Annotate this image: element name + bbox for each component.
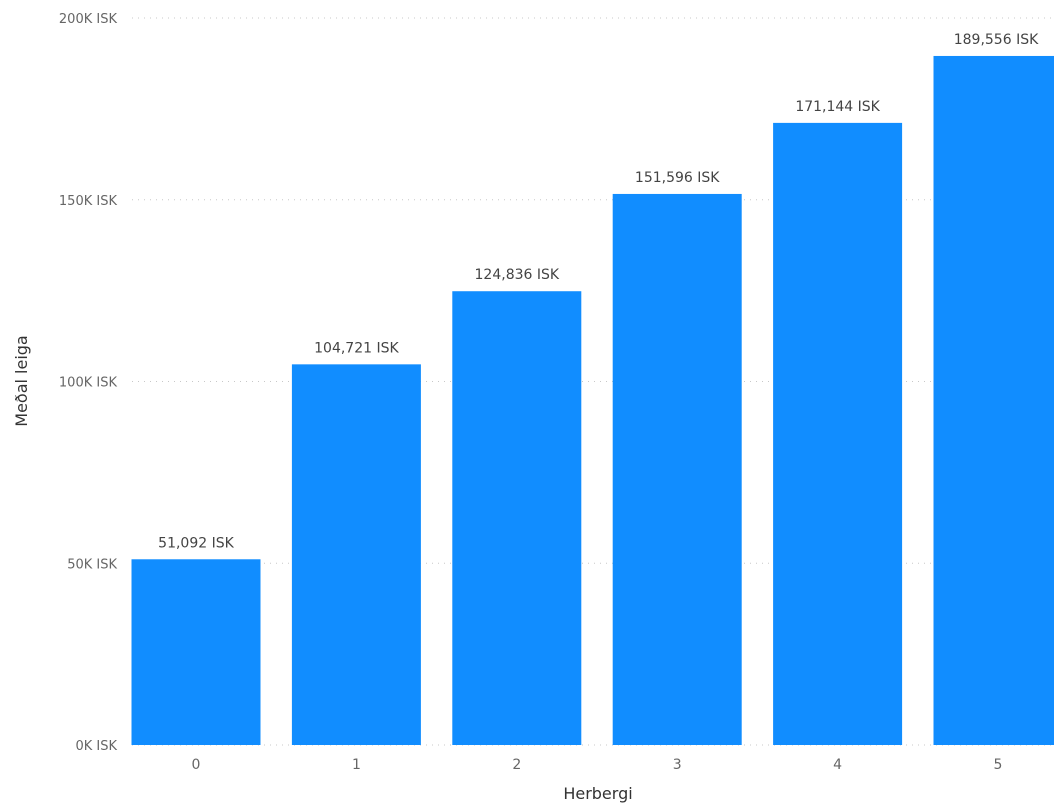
data-label: 189,556 ISK: [954, 32, 1039, 48]
data-label: 104,721 ISK: [314, 340, 399, 356]
bar[interactable]: [131, 559, 261, 745]
y-axis-ticks: 0K ISK 50K ISK 100K ISK 150K ISK 200K ISK: [59, 12, 118, 754]
gridlines: [132, 17, 1054, 746]
data-labels: 51,092 ISK 104,721 ISK 124,836 ISK 151,596 …: [158, 32, 1039, 551]
x-tick-label: 1: [352, 757, 361, 773]
bar[interactable]: [452, 291, 582, 745]
data-label: 124,836 ISK: [475, 267, 560, 283]
bar[interactable]: [612, 193, 742, 745]
x-tick-label: 5: [994, 757, 1003, 773]
bar[interactable]: [933, 55, 1054, 746]
x-tick-label: 3: [673, 757, 682, 773]
y-tick-label: 150K ISK: [59, 194, 118, 209]
data-label: 151,596 ISK: [635, 170, 720, 186]
data-label: 51,092 ISK: [158, 535, 234, 551]
x-tick-label: 0: [192, 757, 201, 773]
y-tick-label: 200K ISK: [59, 12, 118, 27]
bar[interactable]: [291, 364, 421, 745]
data-label: 171,144 ISK: [795, 99, 880, 115]
x-tick-label: 2: [512, 757, 521, 773]
x-tick-label: 4: [833, 757, 842, 773]
y-tick-label: 0K ISK: [75, 739, 117, 754]
x-axis-title: Herbergi: [563, 784, 632, 803]
x-axis-ticks: 0 1 2 3 4 5: [192, 757, 1003, 773]
y-axis-title: Meðal leiga: [12, 335, 31, 426]
bar[interactable]: [773, 122, 903, 746]
bars: [131, 55, 1054, 746]
y-tick-label: 50K ISK: [67, 557, 117, 572]
y-tick-label: 100K ISK: [59, 376, 118, 391]
